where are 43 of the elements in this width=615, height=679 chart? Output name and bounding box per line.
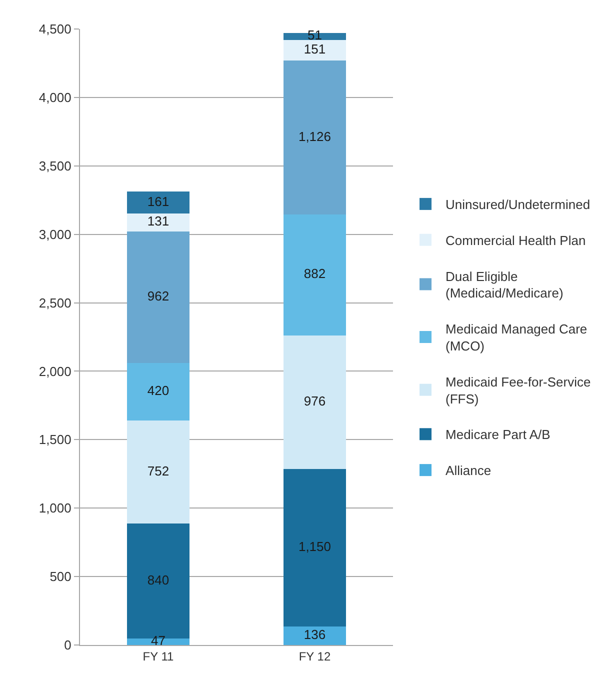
legend-label: Uninsured/Undetermined <box>446 197 590 212</box>
legend-label: Medicare Part A/B <box>446 427 550 442</box>
data-label: 131 <box>147 214 170 229</box>
y-tick-label: 3,000 <box>38 226 72 242</box>
bar <box>283 468 346 626</box>
bar <box>283 40 346 60</box>
y-tick-label: 3,500 <box>38 158 72 174</box>
legend-label: Commercial Health Plan <box>446 232 586 248</box>
y-tick-label: 2,000 <box>38 364 72 379</box>
x-tick-label: FY 12 <box>298 649 331 664</box>
legend-label: Medicaid Managed Care (MCO) <box>446 322 588 354</box>
y-tick-label: 1,500 <box>38 432 72 448</box>
y-tick-label: 4,500 <box>38 22 72 37</box>
data-label: 962 <box>147 288 170 304</box>
bar <box>126 420 190 524</box>
data-label: 840 <box>147 572 170 588</box>
y-tick-label: 2,500 <box>38 295 72 310</box>
data-label: 1,126 <box>298 128 332 144</box>
bar <box>283 335 346 469</box>
y-tick-label: 0 <box>64 638 72 653</box>
bar <box>126 214 190 232</box>
y-tick-label: 1,000 <box>38 500 72 516</box>
y-tick-label: 500 <box>50 569 72 584</box>
y-tick-label: 4,000 <box>38 90 72 105</box>
data-label: 151 <box>304 41 326 56</box>
bar <box>126 191 190 214</box>
bar <box>126 363 190 421</box>
data-label: 882 <box>304 266 326 282</box>
data-label: 976 <box>304 393 326 408</box>
bar <box>126 231 190 364</box>
legend-label: Alliance <box>446 463 492 478</box>
bar <box>283 626 346 645</box>
x-tick-label: FY 11 <box>142 649 174 664</box>
data-label: 420 <box>147 383 170 398</box>
data-label: 136 <box>304 626 326 642</box>
data-label: 1,150 <box>298 538 332 554</box>
bar <box>283 214 346 336</box>
data-label: 752 <box>147 463 170 478</box>
data-label: 47 <box>151 633 166 648</box>
bar <box>283 60 346 215</box>
legend-label: Medicaid Fee-for-Service (FFS) <box>446 374 591 406</box>
legend-label: Dual Eligible (Medicaid/Medicare) <box>446 268 564 301</box>
data-label: 161 <box>147 194 170 209</box>
